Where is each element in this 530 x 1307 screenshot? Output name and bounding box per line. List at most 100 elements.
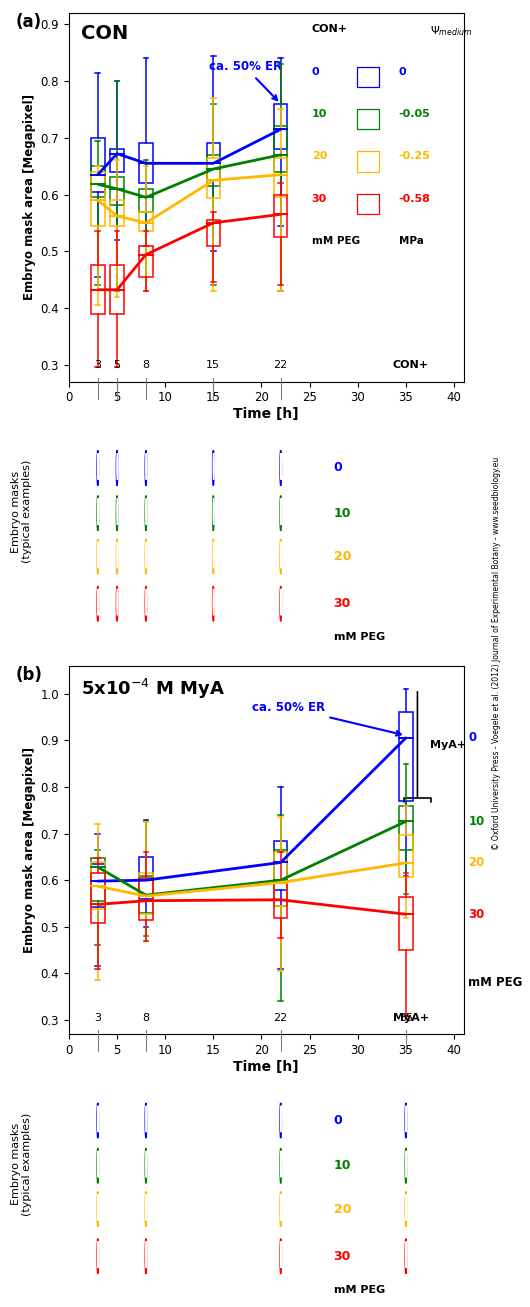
Bar [110,149,124,171]
Ellipse shape [280,451,281,486]
Ellipse shape [213,495,214,531]
Bar [399,805,413,850]
Ellipse shape [280,1192,281,1227]
Y-axis label: Embryo mask area [Megapixel]: Embryo mask area [Megapixel] [23,746,37,953]
Bar [139,188,153,212]
Ellipse shape [97,1192,99,1227]
Bar [139,873,153,914]
Ellipse shape [280,454,281,480]
Ellipse shape [116,495,118,531]
Bar [399,897,413,950]
Bar [91,166,104,197]
Ellipse shape [280,1106,281,1132]
Text: 30: 30 [334,1249,351,1263]
Text: 3: 3 [94,361,101,370]
Bar [91,857,104,901]
Bar [357,108,379,129]
Ellipse shape [145,1239,147,1274]
Ellipse shape [145,1103,147,1138]
Text: ca. 50% ER: ca. 50% ER [208,60,281,101]
Ellipse shape [280,495,281,531]
Ellipse shape [117,454,118,480]
Ellipse shape [98,498,99,525]
Ellipse shape [146,1106,147,1132]
Ellipse shape [116,538,118,574]
Text: 0: 0 [399,67,406,77]
Bar [399,712,413,801]
Bar [139,877,153,912]
Text: CON: CON [81,24,128,43]
X-axis label: Time [h]: Time [h] [233,406,299,421]
Ellipse shape [280,498,281,525]
Bar [110,178,124,205]
Ellipse shape [98,1106,99,1132]
Bar [91,863,104,910]
Bar [274,127,287,171]
Ellipse shape [213,538,214,574]
Text: -0.05: -0.05 [399,108,430,119]
Bar [110,200,124,226]
Ellipse shape [145,1192,147,1227]
Ellipse shape [280,538,281,574]
X-axis label: Time [h]: Time [h] [233,1060,299,1073]
Ellipse shape [213,542,214,569]
Ellipse shape [98,542,99,569]
Ellipse shape [97,538,99,574]
Bar [91,265,104,314]
Text: -0.25: -0.25 [399,152,430,161]
Ellipse shape [405,1103,407,1138]
Bar [139,212,153,231]
Ellipse shape [116,451,118,486]
Text: 10: 10 [312,108,327,119]
Text: © Oxford University Press - Voegele et al. (2012) Journal of Experimental Botany: © Oxford University Press - Voegele et a… [492,457,501,850]
Ellipse shape [97,1148,99,1183]
Ellipse shape [280,1151,281,1178]
Ellipse shape [146,1242,147,1268]
Ellipse shape [117,542,118,569]
Text: Embryo masks
(typical examples): Embryo masks (typical examples) [11,460,32,563]
Text: mM PEG: mM PEG [334,1285,385,1294]
Ellipse shape [146,542,147,569]
Bar [110,265,124,314]
Ellipse shape [405,1195,407,1221]
Ellipse shape [97,495,99,531]
Ellipse shape [97,451,99,486]
Text: 8: 8 [143,1013,149,1023]
Text: 8: 8 [143,361,149,370]
Ellipse shape [117,498,118,525]
Ellipse shape [98,589,99,616]
Text: 22: 22 [273,1013,288,1023]
Bar [207,144,220,180]
Ellipse shape [405,1106,407,1132]
Bar [207,158,220,199]
Ellipse shape [146,1195,147,1221]
Ellipse shape [280,1148,281,1183]
Ellipse shape [98,454,99,480]
Ellipse shape [98,1195,99,1221]
Text: 20: 20 [334,550,351,563]
Ellipse shape [97,1239,99,1274]
Ellipse shape [97,586,99,621]
Bar [91,864,104,907]
Ellipse shape [213,589,214,616]
Text: 30: 30 [334,597,351,610]
Text: 5: 5 [113,361,120,370]
Ellipse shape [405,1151,407,1178]
Ellipse shape [280,1242,281,1268]
Text: ca. 50% ER: ca. 50% ER [252,701,401,736]
Text: (a): (a) [15,13,42,31]
Bar [274,850,287,906]
Ellipse shape [213,451,214,486]
Text: 22: 22 [273,361,288,370]
Text: mM PEG: mM PEG [312,237,360,246]
Ellipse shape [146,589,147,616]
Text: 10: 10 [334,507,351,520]
Bar [91,171,104,226]
Bar [274,852,287,906]
Text: Embryo masks
(typical examples): Embryo masks (typical examples) [11,1112,32,1216]
Ellipse shape [98,1151,99,1178]
Y-axis label: Embryo mask area [Megapixel]: Embryo mask area [Megapixel] [23,94,37,301]
Text: 0: 0 [334,1114,342,1127]
Text: CON+: CON+ [393,361,429,370]
Text: (b): (b) [15,665,42,684]
